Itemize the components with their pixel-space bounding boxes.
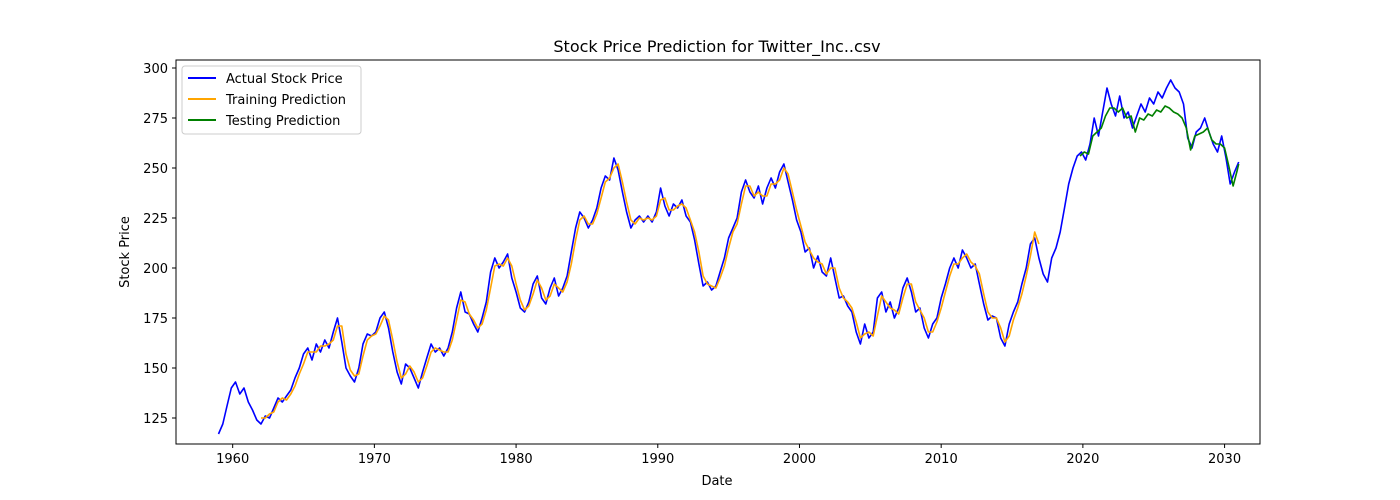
y-tick-label: 250	[143, 162, 168, 177]
y-tick-label: 150	[143, 362, 168, 377]
y-tick-label: 125	[143, 412, 168, 427]
legend-label-testing: Testing Prediction	[225, 114, 340, 129]
y-axis-label: Stock Price	[118, 216, 133, 288]
legend-label-training: Training Prediction	[225, 93, 346, 108]
plot-frame	[175, 59, 1261, 445]
x-axis: 1960 1970 1980 1990 2000 2010 2020 2030	[216, 444, 1241, 467]
legend-label-actual: Actual Stock Price	[226, 72, 343, 87]
x-tick-label: 1990	[641, 452, 674, 467]
x-tick-label: 2030	[1208, 452, 1241, 467]
y-tick-label: 300	[143, 62, 168, 77]
y-axis: 125 150 175 200 225 250 275 300	[143, 62, 176, 427]
y-tick-label: 225	[143, 212, 168, 227]
x-tick-label: 1970	[358, 452, 391, 467]
x-tick-label: 2020	[1066, 452, 1099, 467]
chart-title: Stock Price Prediction for Twitter_Inc..…	[553, 37, 880, 57]
x-tick-label: 2010	[925, 452, 958, 467]
legend-box	[181, 65, 362, 135]
x-tick-label: 2000	[783, 452, 816, 467]
plot-lines	[217, 79, 1240, 435]
y-tick-label: 175	[143, 312, 168, 327]
x-tick-label: 1960	[216, 452, 249, 467]
legend: Actual Stock Price Training Prediction T…	[181, 65, 362, 135]
x-axis-label: Date	[701, 474, 732, 489]
series-line-training	[261, 163, 1040, 419]
series-line-testing	[1079, 105, 1240, 187]
y-tick-label: 275	[143, 112, 168, 127]
series-line-actual	[217, 79, 1240, 435]
x-tick-label: 1980	[500, 452, 533, 467]
y-tick-label: 200	[143, 262, 168, 277]
